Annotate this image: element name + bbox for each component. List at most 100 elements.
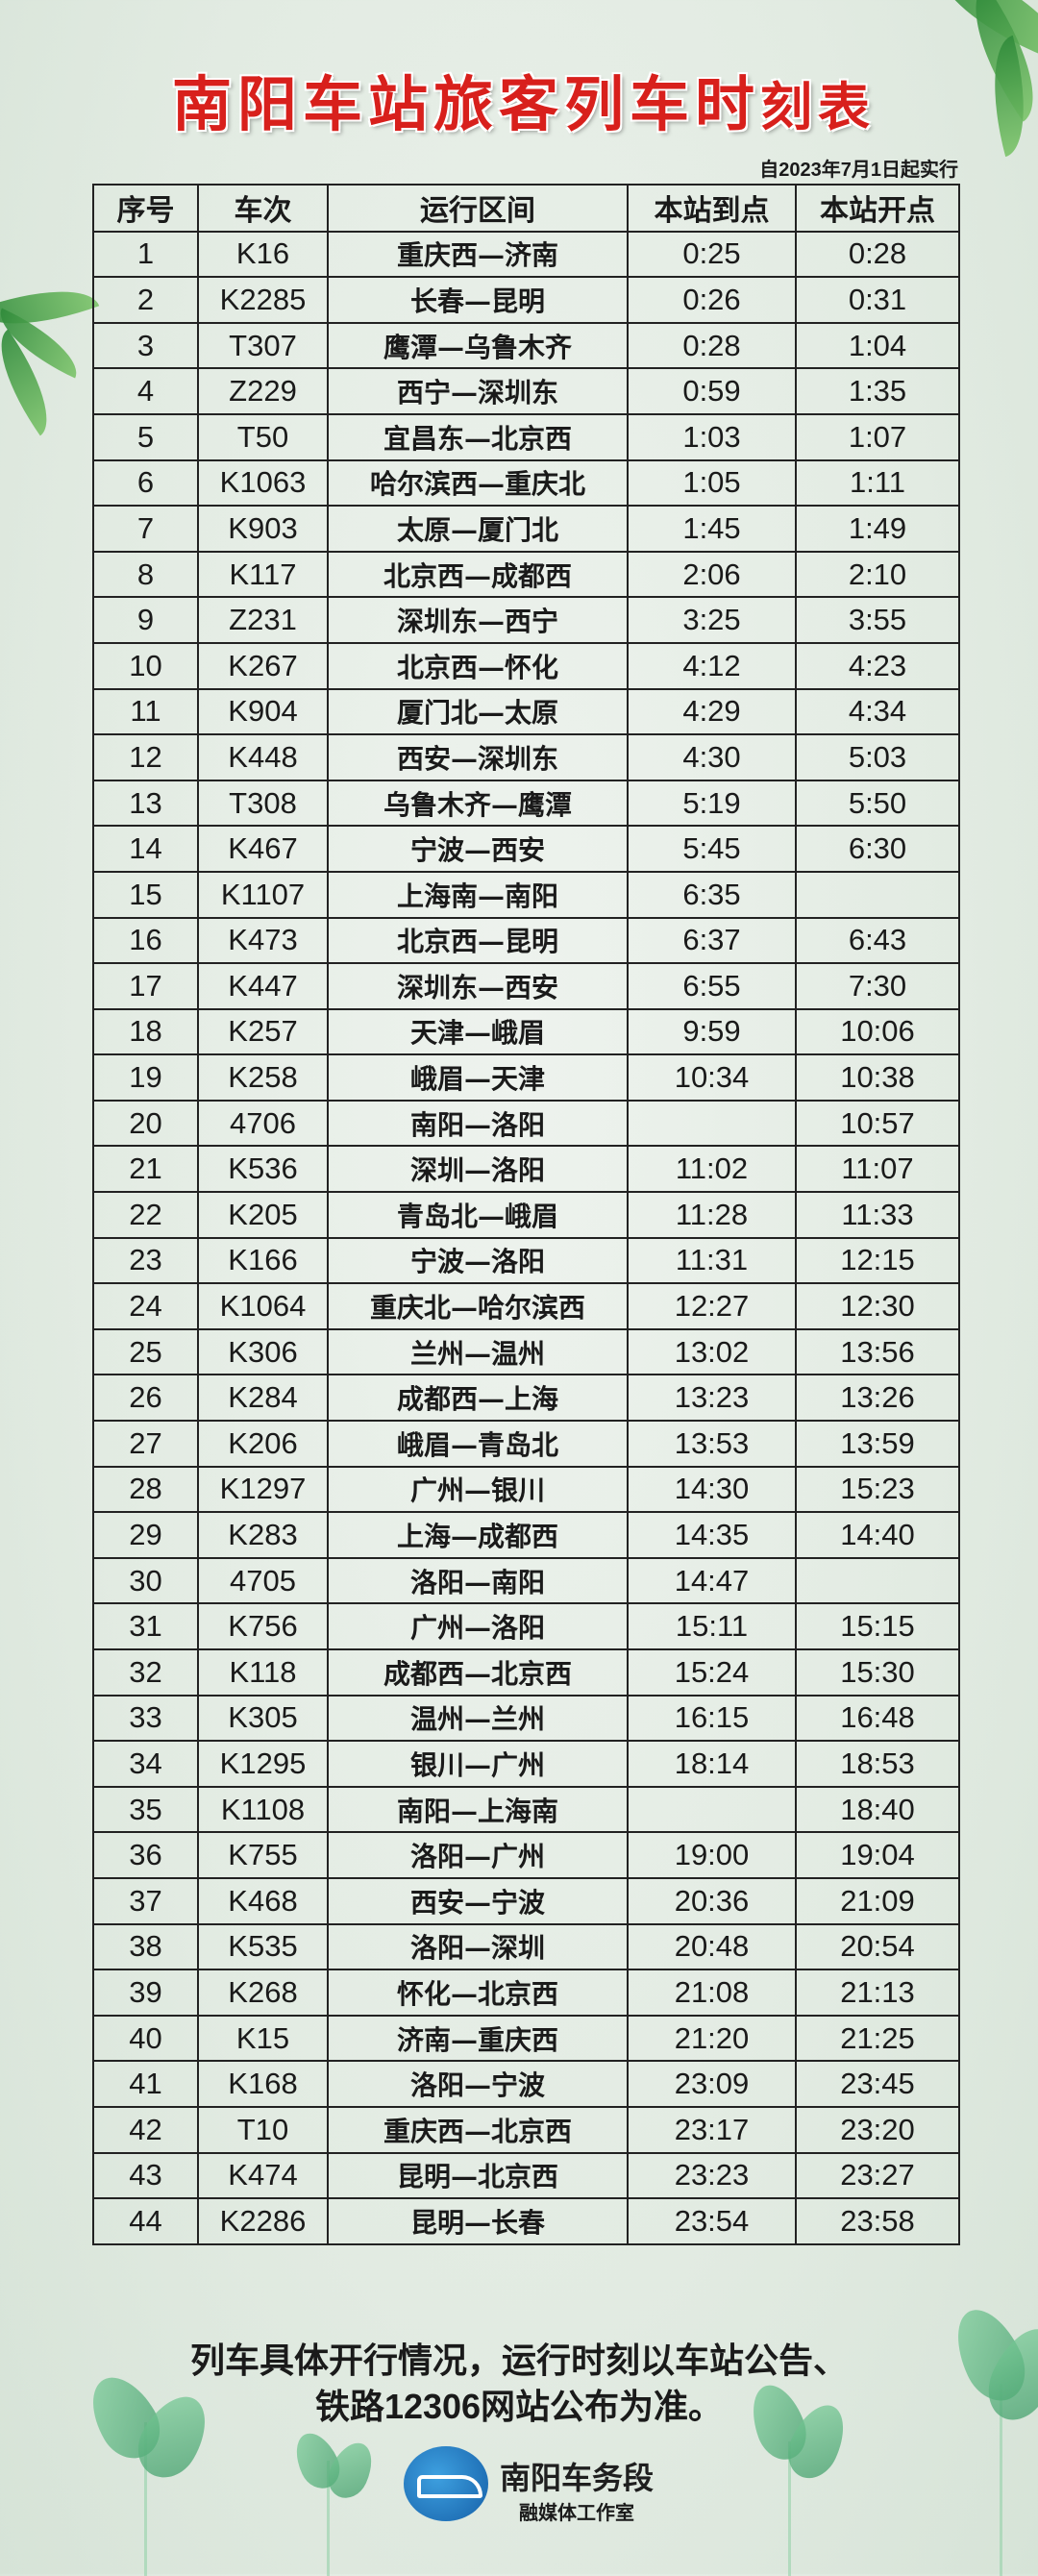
cell-departure: 5:03 [795,733,960,781]
cell-train: K117 [197,550,329,599]
cell-departure: 0:28 [795,230,960,279]
cell-arrival: 15:11 [627,1602,797,1650]
cell-route: 银川—广州 [327,1740,629,1788]
title-tail: 刻表 [760,76,876,137]
cell-index: 36 [92,1831,199,1879]
cell-route: 重庆西—济南 [327,230,629,279]
table-row: 32 K118 成都西—北京西 15:24 15:30 [92,1648,960,1697]
cell-departure: 11:07 [795,1145,960,1194]
cell-route: 济南—重庆西 [327,2014,629,2063]
cell-train: T50 [197,412,329,461]
cell-train: K1297 [197,1465,329,1514]
cell-index: 12 [92,733,199,781]
cell-arrival: 23:54 [627,2197,797,2245]
header-route: 运行区间 [327,184,629,233]
cell-index: 34 [92,1740,199,1788]
table-row: 14 K467 宁波—西安 5:45 6:30 [92,825,960,873]
cell-arrival [627,1785,797,1834]
cell-departure: 23:27 [795,2151,960,2200]
cell-route: 洛阳—宁波 [327,2060,629,2108]
table-row: 29 K283 上海—成都西 14:35 14:40 [92,1511,960,1559]
cell-departure: 15:15 [795,1602,960,1650]
cell-arrival: 4:30 [627,733,797,781]
cell-train: K206 [197,1420,329,1468]
cell-index: 19 [92,1053,199,1102]
cell-arrival: 5:19 [627,779,797,828]
cell-departure: 18:53 [795,1740,960,1788]
notice-line-2: 铁路12306网站公布为准。 [314,2387,724,2426]
cell-index: 32 [92,1648,199,1697]
table-row: 43 K474 昆明—北京西 23:23 23:27 [92,2151,960,2200]
cell-route: 洛阳—南阳 [327,1556,629,1605]
cell-departure: 23:45 [795,2060,960,2108]
table-row: 25 K306 兰州—温州 13:02 13:56 [92,1327,960,1376]
cell-train: 4705 [197,1556,329,1605]
effective-date: 自2023年7月1日起实行 [759,160,958,181]
header-index: 序号 [92,184,199,233]
table-row: 36 K755 洛阳—广州 19:00 19:04 [92,1831,960,1879]
cell-arrival: 1:45 [627,505,797,553]
cell-index: 38 [92,1922,199,1971]
cell-arrival: 0:28 [627,321,797,370]
page-title: 南阳车站旅客列车时刻表 [0,56,1038,142]
cell-train: 4706 [197,1099,329,1148]
cell-arrival: 1:05 [627,458,797,508]
cell-departure: 21:09 [795,1876,960,1925]
cell-train: K755 [197,1831,329,1879]
cell-arrival: 13:53 [627,1420,797,1468]
cell-route: 成都西—北京西 [327,1648,629,1697]
cell-route: 宁波—洛阳 [327,1236,629,1285]
cell-train: K448 [197,733,329,781]
table-row: 26 K284 成都西—上海 13:23 13:26 [92,1374,960,1423]
cell-departure: 1:49 [795,505,960,553]
cell-arrival: 19:00 [627,1831,797,1879]
cell-route: 上海—成都西 [327,1511,629,1559]
table-row: 19 K258 峨眉—天津 10:34 10:38 [92,1053,960,1102]
cell-index: 17 [92,962,199,1010]
cell-index: 8 [92,550,199,599]
cell-train: K205 [197,1191,329,1239]
cell-departure: 21:25 [795,2014,960,2063]
cell-index: 10 [92,641,199,690]
cell-arrival: 18:14 [627,1740,797,1788]
table-row: 11 K904 厦门北—太原 4:29 4:34 [92,687,960,736]
cell-arrival: 20:36 [627,1876,797,1925]
table-row: 44 K2286 昆明—长春 23:54 23:58 [92,2197,960,2245]
cell-arrival: 11:28 [627,1191,797,1239]
cell-train: T307 [197,321,329,370]
cell-route: 昆明—长春 [327,2197,629,2245]
cell-arrival: 9:59 [627,1007,797,1056]
cell-route: 昆明—北京西 [327,2151,629,2200]
cell-route: 深圳东—西宁 [327,596,629,644]
cell-route: 兰州—温州 [327,1327,629,1376]
cell-departure: 12:15 [795,1236,960,1285]
cell-train: K16 [197,230,329,279]
cell-train: K268 [197,1969,329,2017]
cell-train: K473 [197,916,329,965]
cell-departure: 11:33 [795,1191,960,1239]
cell-departure: 10:06 [795,1007,960,1056]
cell-departure: 21:13 [795,1969,960,2017]
cell-route: 鹰潭—乌鲁木齐 [327,321,629,370]
cell-index: 15 [92,870,199,919]
cell-train: K118 [197,1648,329,1697]
cell-index: 28 [92,1465,199,1514]
table-row: 23 K166 宁波—洛阳 11:31 12:15 [92,1236,960,1285]
cell-train: K447 [197,962,329,1010]
cell-arrival: 15:24 [627,1648,797,1697]
cell-arrival: 21:08 [627,1969,797,2017]
cell-arrival: 0:59 [627,367,797,415]
cell-train: K474 [197,2151,329,2200]
cell-index: 7 [92,505,199,553]
cell-train: K535 [197,1922,329,1971]
table-row: 34 K1295 银川—广州 18:14 18:53 [92,1740,960,1788]
cell-index: 21 [92,1145,199,1194]
table-row: 27 K206 峨眉—青岛北 13:53 13:59 [92,1420,960,1468]
cell-route: 成都西—上海 [327,1374,629,1423]
table-row: 5 T50 宜昌东—北京西 1:03 1:07 [92,412,960,461]
table-row: 4 Z229 西宁—深圳东 0:59 1:35 [92,367,960,415]
cell-train: K756 [197,1602,329,1650]
cell-arrival: 14:47 [627,1556,797,1605]
cell-train: K1107 [197,870,329,919]
table-row: 9 Z231 深圳东—西宁 3:25 3:55 [92,596,960,644]
